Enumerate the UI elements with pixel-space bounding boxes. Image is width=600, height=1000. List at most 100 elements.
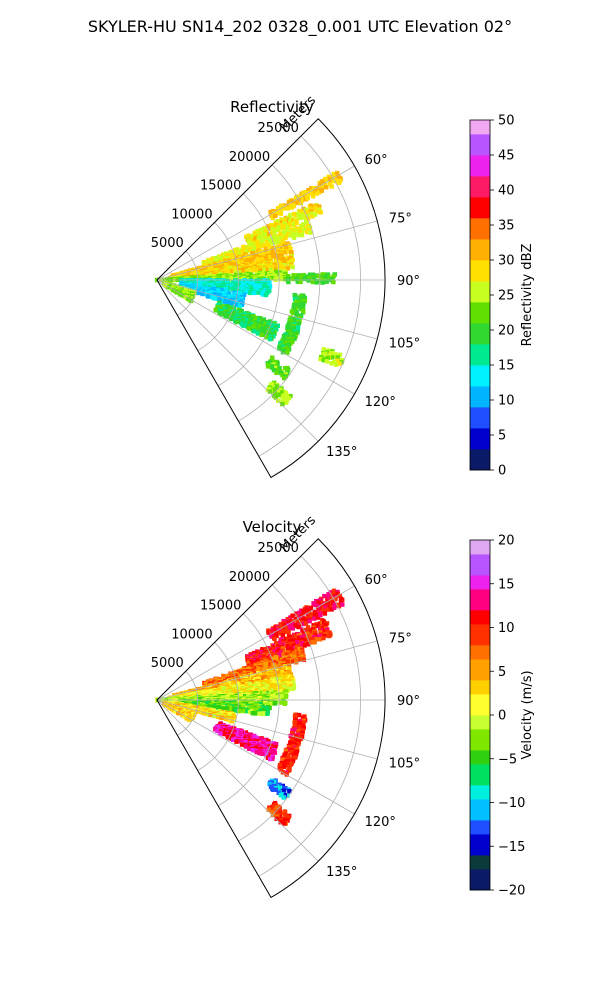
vel-data-cell (273, 641, 279, 646)
vel-data-cell (214, 705, 219, 710)
vel-colorbar-band (470, 834, 490, 842)
refl-data-cell (285, 368, 290, 373)
refl-radial-tick-label: 10000 (171, 207, 212, 222)
refl-colorbar-band (470, 428, 490, 436)
vel-data-cell (301, 720, 306, 725)
refl-data-cell (275, 390, 281, 395)
refl-data-cell (286, 232, 291, 237)
vel-colorbar-band (470, 694, 490, 702)
refl-data-cell (243, 318, 249, 324)
vel-data-cell (273, 665, 278, 670)
vel-data-cell (208, 712, 213, 718)
refl-grid-spoke (156, 279, 378, 340)
refl-data-cell (272, 365, 278, 371)
refl-data-cell (261, 317, 267, 322)
refl-data-cell (305, 209, 310, 214)
vel-data-cell (250, 748, 256, 753)
refl-data-cell (171, 287, 176, 293)
vel-data-cell (276, 790, 281, 795)
vel-data-cell (296, 739, 302, 744)
vel-data-cell (287, 625, 293, 631)
refl-data-cell (283, 400, 289, 405)
refl-data-cell (235, 293, 241, 298)
refl-azimuth-tick-label: 105° (389, 337, 420, 352)
refl-data-cell (256, 286, 262, 291)
refl-data-cell (303, 190, 308, 196)
refl-data-cell (226, 314, 231, 319)
refl-data-cell (281, 206, 286, 211)
vel-data-cell (258, 748, 263, 753)
refl-data-cell (229, 316, 234, 321)
refl-data-cell (321, 180, 327, 185)
refl-data-cell (253, 237, 258, 242)
refl-colorbar-band (470, 302, 490, 310)
refl-data-cell (252, 245, 258, 250)
vel-colorbar-band (470, 848, 490, 856)
refl-data-cell (295, 330, 300, 335)
refl-data-cell (276, 227, 282, 232)
vel-data-cell (258, 708, 264, 713)
vel-data-cell (288, 681, 293, 686)
refl-data-cell (306, 227, 312, 232)
refl-panel-title: Reflectivity (230, 98, 314, 116)
vel-grid (156, 555, 385, 877)
vel-colorbar-tick-label: −5 (498, 752, 517, 767)
refl-colorbar-band (470, 463, 490, 471)
vel-data-cell (301, 725, 306, 730)
refl-data-cell (273, 213, 278, 219)
vel-colorbar-band (470, 778, 490, 786)
refl-data-cell (234, 310, 240, 315)
refl-data-cell (268, 245, 273, 251)
vel-data-cell (283, 694, 289, 699)
vel-data-cell (300, 715, 306, 720)
refl-data-cell (318, 356, 323, 362)
refl-data-cell (291, 273, 296, 278)
refl-data-cell (240, 251, 245, 256)
refl-data-cell (283, 390, 289, 396)
vel-colorbar-tick-label: −20 (498, 884, 525, 899)
vel-data-cell (285, 818, 290, 823)
refl-data-cell (230, 277, 235, 282)
vel-data-cell (325, 599, 330, 605)
refl-colorbar-band (470, 386, 490, 394)
refl-data-cell (271, 266, 276, 271)
refl-colorbar-band (470, 183, 490, 191)
vel-data-cell (282, 642, 287, 647)
refl-data-cell (259, 332, 264, 338)
vel-colorbar-band (470, 855, 490, 863)
vel-data-cell (254, 750, 260, 755)
vel-data-cell (318, 600, 323, 605)
vel-data-cell (202, 711, 208, 716)
vel-data-cell (229, 719, 234, 724)
vel-azimuth-tick-label: 75° (389, 631, 412, 646)
vel-colorbar-band (470, 540, 490, 548)
vel-data-cell (325, 607, 330, 612)
refl-colorbar-tick-label: 5 (498, 429, 506, 444)
vel-data-cell (253, 654, 258, 659)
refl-data-cell (325, 355, 331, 361)
refl-data-cell (288, 233, 293, 238)
refl-data-cell (287, 200, 292, 205)
refl-data-layer (154, 170, 345, 407)
refl-data-cell (277, 266, 282, 271)
vel-data-cell (290, 622, 295, 627)
vel-data-cell (309, 612, 315, 617)
refl-data-cell (287, 213, 293, 218)
refl-colorbar-band (470, 351, 490, 359)
refl-data-cell (253, 317, 258, 322)
refl-colorbar-tick-label: 50 (498, 114, 515, 129)
refl-colorbar-band (470, 281, 490, 289)
vel-data-cell (303, 620, 309, 626)
refl-data-cell (263, 321, 268, 327)
vel-data-cell (228, 707, 234, 712)
vel-data-cell (275, 814, 280, 819)
vel-colorbar-band (470, 610, 490, 618)
refl-data-cell (275, 272, 281, 278)
vel-data-cell (261, 695, 266, 700)
vel-data-cell (300, 637, 306, 643)
vel-data-cell (268, 756, 273, 762)
refl-data-cell (267, 255, 273, 260)
vel-colorbar-band (470, 862, 490, 870)
refl-data-cell (264, 263, 269, 268)
